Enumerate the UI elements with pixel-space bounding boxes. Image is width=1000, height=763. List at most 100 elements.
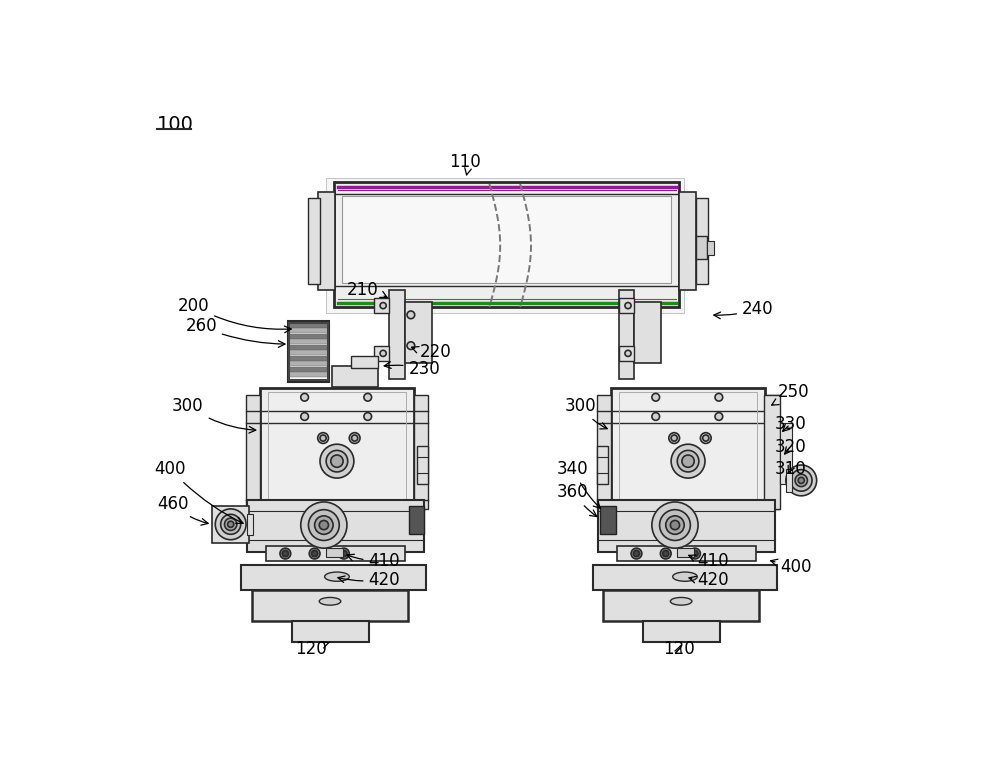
Bar bbox=[247, 500, 424, 552]
Bar bbox=[617, 546, 756, 562]
Text: 400: 400 bbox=[771, 559, 812, 576]
Text: 340: 340 bbox=[557, 460, 600, 508]
Circle shape bbox=[690, 548, 700, 559]
Circle shape bbox=[338, 548, 349, 559]
Bar bbox=[289, 328, 328, 333]
Bar bbox=[603, 590, 759, 620]
Bar bbox=[289, 323, 328, 327]
Text: 410: 410 bbox=[689, 552, 729, 570]
Circle shape bbox=[703, 435, 709, 441]
Circle shape bbox=[682, 455, 694, 467]
Circle shape bbox=[633, 550, 640, 557]
Text: 320: 320 bbox=[774, 438, 806, 456]
Bar bbox=[289, 362, 328, 366]
Bar bbox=[619, 392, 757, 511]
Text: 310: 310 bbox=[774, 460, 806, 478]
Bar bbox=[780, 423, 792, 485]
Circle shape bbox=[309, 548, 320, 559]
Bar bbox=[308, 198, 320, 284]
Bar bbox=[289, 345, 328, 349]
Text: 220: 220 bbox=[412, 343, 452, 361]
Bar bbox=[289, 350, 328, 356]
Bar bbox=[597, 446, 608, 485]
Bar bbox=[289, 367, 328, 372]
Text: 410: 410 bbox=[347, 552, 400, 570]
Bar bbox=[342, 196, 671, 282]
Circle shape bbox=[677, 450, 699, 472]
Circle shape bbox=[798, 478, 804, 484]
Bar bbox=[765, 395, 779, 509]
Bar bbox=[247, 513, 253, 535]
Circle shape bbox=[331, 455, 343, 467]
Text: 400: 400 bbox=[154, 460, 243, 523]
Circle shape bbox=[407, 342, 415, 349]
Circle shape bbox=[652, 413, 660, 420]
Text: 460: 460 bbox=[157, 494, 208, 525]
Text: 200: 200 bbox=[178, 297, 291, 333]
Bar bbox=[289, 340, 328, 344]
Circle shape bbox=[625, 350, 631, 356]
Circle shape bbox=[326, 450, 348, 472]
Circle shape bbox=[320, 444, 354, 478]
Bar bbox=[707, 241, 714, 255]
Bar bbox=[634, 302, 661, 363]
Bar bbox=[374, 346, 389, 361]
Bar bbox=[268, 392, 406, 511]
Circle shape bbox=[660, 548, 671, 559]
Bar bbox=[252, 590, 408, 620]
Circle shape bbox=[349, 433, 360, 443]
Circle shape bbox=[301, 502, 347, 548]
Circle shape bbox=[631, 548, 642, 559]
Circle shape bbox=[660, 510, 690, 540]
Text: 360: 360 bbox=[557, 483, 597, 517]
Bar bbox=[246, 395, 260, 509]
Circle shape bbox=[407, 311, 415, 319]
Bar bbox=[260, 388, 414, 515]
Circle shape bbox=[308, 510, 339, 540]
Text: 300: 300 bbox=[172, 397, 256, 433]
Bar bbox=[414, 395, 428, 509]
Bar bbox=[764, 395, 780, 509]
Bar bbox=[289, 372, 328, 378]
Circle shape bbox=[280, 548, 291, 559]
Bar bbox=[611, 388, 765, 515]
Text: 420: 420 bbox=[338, 571, 400, 589]
Circle shape bbox=[319, 520, 328, 530]
Bar bbox=[326, 178, 684, 313]
Bar bbox=[289, 356, 328, 361]
Bar bbox=[266, 546, 405, 562]
Circle shape bbox=[225, 518, 237, 530]
Bar bbox=[292, 620, 369, 642]
Circle shape bbox=[282, 550, 288, 557]
Bar bbox=[334, 182, 679, 307]
Bar bbox=[389, 290, 405, 378]
Bar bbox=[351, 356, 378, 368]
Bar bbox=[593, 565, 777, 590]
Bar bbox=[643, 620, 720, 642]
Bar bbox=[332, 365, 378, 388]
Bar bbox=[600, 506, 616, 533]
Text: 110: 110 bbox=[449, 153, 481, 175]
Circle shape bbox=[315, 516, 333, 534]
Ellipse shape bbox=[673, 572, 697, 581]
Text: 300: 300 bbox=[565, 397, 607, 429]
Circle shape bbox=[364, 394, 372, 401]
Bar bbox=[409, 506, 424, 533]
Circle shape bbox=[790, 470, 812, 491]
Bar bbox=[696, 237, 707, 259]
Circle shape bbox=[715, 413, 723, 420]
Bar bbox=[619, 346, 634, 361]
Circle shape bbox=[215, 509, 246, 539]
Circle shape bbox=[221, 514, 241, 534]
Text: 120: 120 bbox=[663, 640, 695, 658]
Ellipse shape bbox=[325, 572, 349, 581]
Circle shape bbox=[320, 435, 326, 441]
Bar bbox=[212, 506, 249, 542]
Circle shape bbox=[380, 350, 386, 356]
Text: 330: 330 bbox=[774, 415, 806, 433]
Bar bbox=[677, 548, 694, 558]
Bar bbox=[288, 321, 329, 382]
Ellipse shape bbox=[670, 597, 692, 605]
Text: 120: 120 bbox=[295, 640, 330, 658]
Bar bbox=[318, 192, 335, 290]
